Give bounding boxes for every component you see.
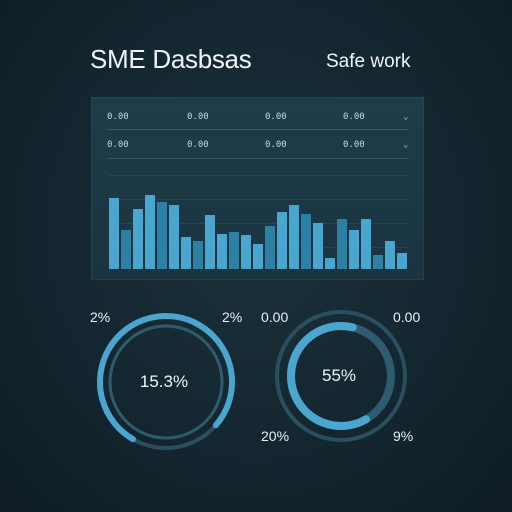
chart-bar [265, 226, 275, 269]
chart-bar [325, 258, 335, 269]
donut-left-label: 2% [90, 309, 111, 325]
donut-left-label: 2% [222, 309, 243, 325]
page-title: SME Dasbsas [90, 44, 252, 74]
chart-bar [349, 230, 359, 269]
table-cell: 0.00 [343, 112, 365, 122]
chart-bar [397, 253, 407, 269]
bar-chart [109, 175, 409, 269]
table-cell: 0.00 [187, 140, 209, 150]
chart-bar [361, 219, 371, 269]
donut-left: 2% 2% 15.3% [80, 300, 260, 460]
chart-bar [313, 223, 323, 269]
chart-bar [109, 198, 119, 269]
chevron-down-icon[interactable]: ⌄ [403, 140, 409, 150]
donut-right-label: 0.00 [393, 309, 421, 325]
donut-right-value: 55% [321, 366, 357, 385]
chart-bar [205, 215, 215, 269]
chart-bar [385, 241, 395, 269]
chart-bar [241, 235, 251, 269]
chart-bar [181, 237, 191, 269]
chart-bar [301, 214, 311, 269]
gridline [109, 175, 409, 176]
table-cell: 0.00 [187, 112, 209, 122]
chart-bar [229, 232, 239, 269]
chart-bar [217, 234, 227, 269]
chart-bar [373, 255, 383, 269]
page-subtitle: Safe work [326, 51, 411, 72]
donut-left-arc [97, 313, 236, 451]
divider [107, 129, 409, 130]
table-cell: 0.00 [107, 140, 129, 150]
donut-right-outer-ring [275, 310, 407, 442]
donut-right-label: 9% [393, 428, 414, 444]
donut-right-label: 0.00 [261, 309, 289, 325]
table-cell: 0.00 [265, 112, 287, 122]
chart-bar [337, 219, 347, 269]
table-cell: 0.00 [265, 140, 287, 150]
donut-left-chart [97, 313, 236, 451]
chart-bar [277, 212, 287, 269]
table-cell: 0.00 [107, 112, 129, 122]
donut-right: 0.00 0.00 20% 9% 55% [255, 300, 435, 460]
chart-bar [145, 195, 155, 269]
donut-right-arc [287, 322, 395, 430]
chart-bar [169, 205, 179, 269]
gridline [109, 223, 409, 224]
divider [107, 158, 409, 159]
chart-bar [289, 205, 299, 269]
donut-left-value: 15.3% [139, 372, 189, 391]
summary-panel: 0.00 0.00 0.00 0.00 ⌄ 0.00 0.00 0.00 0.0… [91, 97, 424, 280]
gridline [109, 199, 409, 200]
donut-left-inner-ring [108, 324, 224, 440]
chart-bar [193, 241, 203, 269]
chart-bar [157, 202, 167, 269]
chart-bar [133, 209, 143, 269]
chart-bar [253, 244, 263, 269]
chart-bar [121, 230, 131, 269]
donut-right-chart [275, 310, 407, 442]
chevron-down-icon[interactable]: ⌄ [403, 112, 409, 122]
table-cell: 0.00 [343, 140, 365, 150]
donut-right-label: 20% [261, 428, 290, 444]
